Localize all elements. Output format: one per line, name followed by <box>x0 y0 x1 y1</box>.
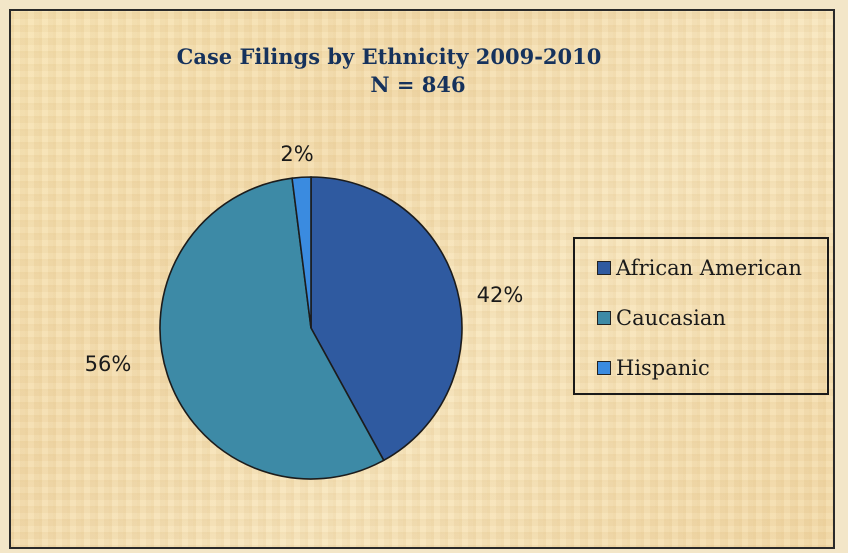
data-label-african-american: 42% <box>477 283 524 307</box>
legend-swatch-hispanic <box>597 361 611 375</box>
legend: African American Caucasian Hispanic <box>573 237 829 395</box>
legend-swatch-caucasian <box>597 311 611 325</box>
legend-swatch-african-american <box>597 261 611 275</box>
chart-title: Case Filings by Ethnicity 2009-2010 <box>176 44 602 69</box>
legend-label-caucasian: Caucasian <box>616 306 726 330</box>
data-label-hispanic: 2% <box>280 142 313 166</box>
legend-label-african-american: African American <box>616 256 802 280</box>
chart-subtitle: N = 846 <box>370 72 466 97</box>
slice-hispanic <box>291 176 312 329</box>
legend-item-hispanic: Hispanic <box>597 353 710 383</box>
slice-caucasian <box>159 177 385 480</box>
legend-label-hispanic: Hispanic <box>616 356 710 380</box>
data-label-caucasian: 56% <box>85 352 132 376</box>
legend-item-african-american: African American <box>597 253 802 283</box>
slice-african-american <box>310 176 463 462</box>
legend-item-caucasian: Caucasian <box>597 303 726 333</box>
